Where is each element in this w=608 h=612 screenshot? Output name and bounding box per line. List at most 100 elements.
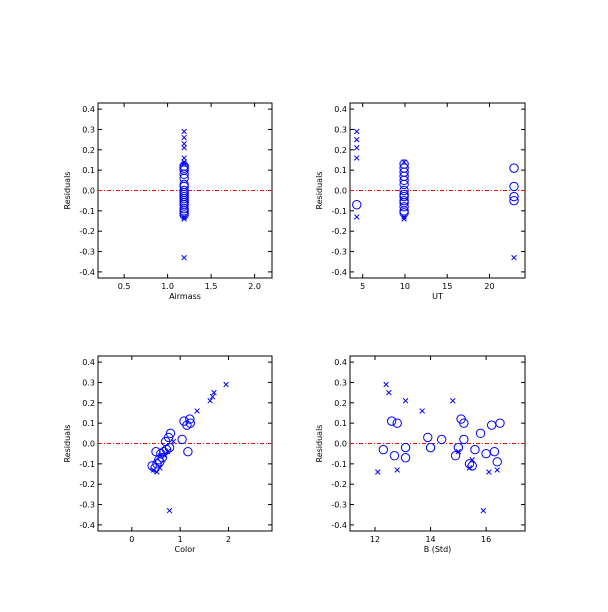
cross-marker <box>181 254 187 261</box>
y-tick-label: -0.2 <box>79 227 95 236</box>
x-tick-label: 1 <box>178 535 183 544</box>
y-tick-label: -0.4 <box>79 521 95 530</box>
circle-marker <box>492 457 502 467</box>
y-tick-label: -0.1 <box>331 460 347 469</box>
y-tick-label: 0.4 <box>82 358 95 367</box>
y-axis-label: Residuals <box>63 425 72 463</box>
cross-marker <box>181 214 187 220</box>
circle-marker <box>155 457 165 467</box>
circle-marker <box>509 163 519 173</box>
x-tick-label: 20 <box>484 282 494 291</box>
circle-marker <box>164 442 175 453</box>
y-tick-label: 0.0 <box>82 440 95 449</box>
cross-marker <box>150 467 157 473</box>
circle-marker <box>183 446 193 457</box>
cross-marker <box>354 214 360 220</box>
cross-marker <box>494 467 500 473</box>
y-tick-label: 0.0 <box>334 187 347 196</box>
cross-marker <box>207 398 213 404</box>
circle-marker <box>179 187 189 198</box>
cross-marker <box>375 469 381 475</box>
y-tick-label: 0.0 <box>82 187 95 196</box>
y-tick-label: 0.1 <box>82 419 95 428</box>
circle-marker <box>486 420 497 430</box>
residual-panel: -0.4 -0.3 -0.2 -0.1 0.0 0.1 0.2 0.3 0.4 12 14 16 B (… <box>315 355 526 554</box>
cross-marker <box>181 145 187 151</box>
circle-marker <box>425 442 436 453</box>
circle-marker <box>179 163 189 173</box>
circle-marker <box>399 202 409 212</box>
y-tick-label: -0.2 <box>79 480 95 489</box>
y-tick-label: -0.3 <box>79 248 95 257</box>
circle-marker <box>495 418 505 428</box>
y-tick-label: 0.3 <box>82 378 95 387</box>
cross-marker <box>354 145 360 151</box>
y-tick-label: -0.1 <box>79 460 95 469</box>
cross-marker <box>181 140 187 147</box>
circle-marker <box>459 418 469 428</box>
y-tick-label: 0.0 <box>334 440 347 449</box>
cross-marker <box>164 448 171 455</box>
x-axis-label: UT <box>432 292 443 301</box>
y-tick-label: 0.1 <box>82 166 95 175</box>
circle-marker <box>177 434 187 445</box>
x-tick-label: 0.5 <box>118 282 131 291</box>
x-axis-label: B (Std) <box>424 545 452 554</box>
residual-panel: -0.4 -0.3 -0.2 -0.1 0.0 0.1 0.2 0.3 0.4 0.5 1.0 1.5… <box>63 102 273 301</box>
y-tick-label: -0.1 <box>79 207 95 216</box>
cross-marker <box>354 155 360 161</box>
y-tick-label: -0.3 <box>331 248 347 257</box>
circle-marker <box>400 453 411 463</box>
cross-marker <box>386 389 392 396</box>
cross-marker <box>354 128 360 135</box>
y-tick-label: 0.4 <box>82 105 95 114</box>
circle-marker <box>399 208 409 218</box>
cross-marker <box>354 136 360 143</box>
x-tick-label: 10 <box>400 282 410 291</box>
cross-marker <box>161 452 168 459</box>
y-tick-label: 0.1 <box>334 419 347 428</box>
circle-marker <box>399 179 409 190</box>
y-tick-label: 0.1 <box>334 166 347 175</box>
circle-marker <box>423 432 433 443</box>
y-tick-label: 0.4 <box>334 358 347 367</box>
circle-marker <box>151 446 161 457</box>
cross-marker <box>181 155 187 161</box>
cross-marker <box>469 457 475 463</box>
cross-marker <box>181 161 187 167</box>
cross-marker <box>181 128 187 135</box>
cross-marker <box>166 507 173 514</box>
circle-marker <box>450 451 461 461</box>
y-tick-label: -0.2 <box>331 480 347 489</box>
circle-marker <box>475 428 486 439</box>
y-tick-label: 0.2 <box>82 399 95 408</box>
cross-marker <box>181 216 187 222</box>
cross-marker <box>455 448 462 455</box>
x-tick-label: 2 <box>226 535 231 544</box>
cross-marker <box>223 381 229 388</box>
circle-marker <box>470 444 480 455</box>
y-tick-label: -0.3 <box>331 501 347 510</box>
cross-marker <box>383 381 389 388</box>
residual-panel: -0.4 -0.3 -0.2 -0.1 0.0 0.1 0.2 0.3 0.4 0 1 2 Color R… <box>63 355 273 554</box>
cross-marker <box>401 216 407 222</box>
cross-marker <box>181 134 187 141</box>
circle-marker <box>467 461 477 471</box>
x-tick-label: 0 <box>129 535 134 544</box>
x-axis-label: Color <box>175 545 197 554</box>
circle-marker <box>453 442 464 453</box>
circle-marker <box>386 416 397 426</box>
circle-marker <box>165 428 176 439</box>
y-axis-label: Residuals <box>63 172 72 210</box>
x-tick-label: 14 <box>425 535 435 544</box>
cross-marker <box>419 408 425 414</box>
cross-marker <box>209 393 216 400</box>
cross-marker <box>480 507 487 514</box>
circle-marker <box>489 446 500 457</box>
y-tick-label: -0.4 <box>79 268 95 277</box>
cross-marker <box>194 408 200 414</box>
x-axis-label: Airmass <box>169 292 201 301</box>
circle-marker <box>185 414 195 424</box>
